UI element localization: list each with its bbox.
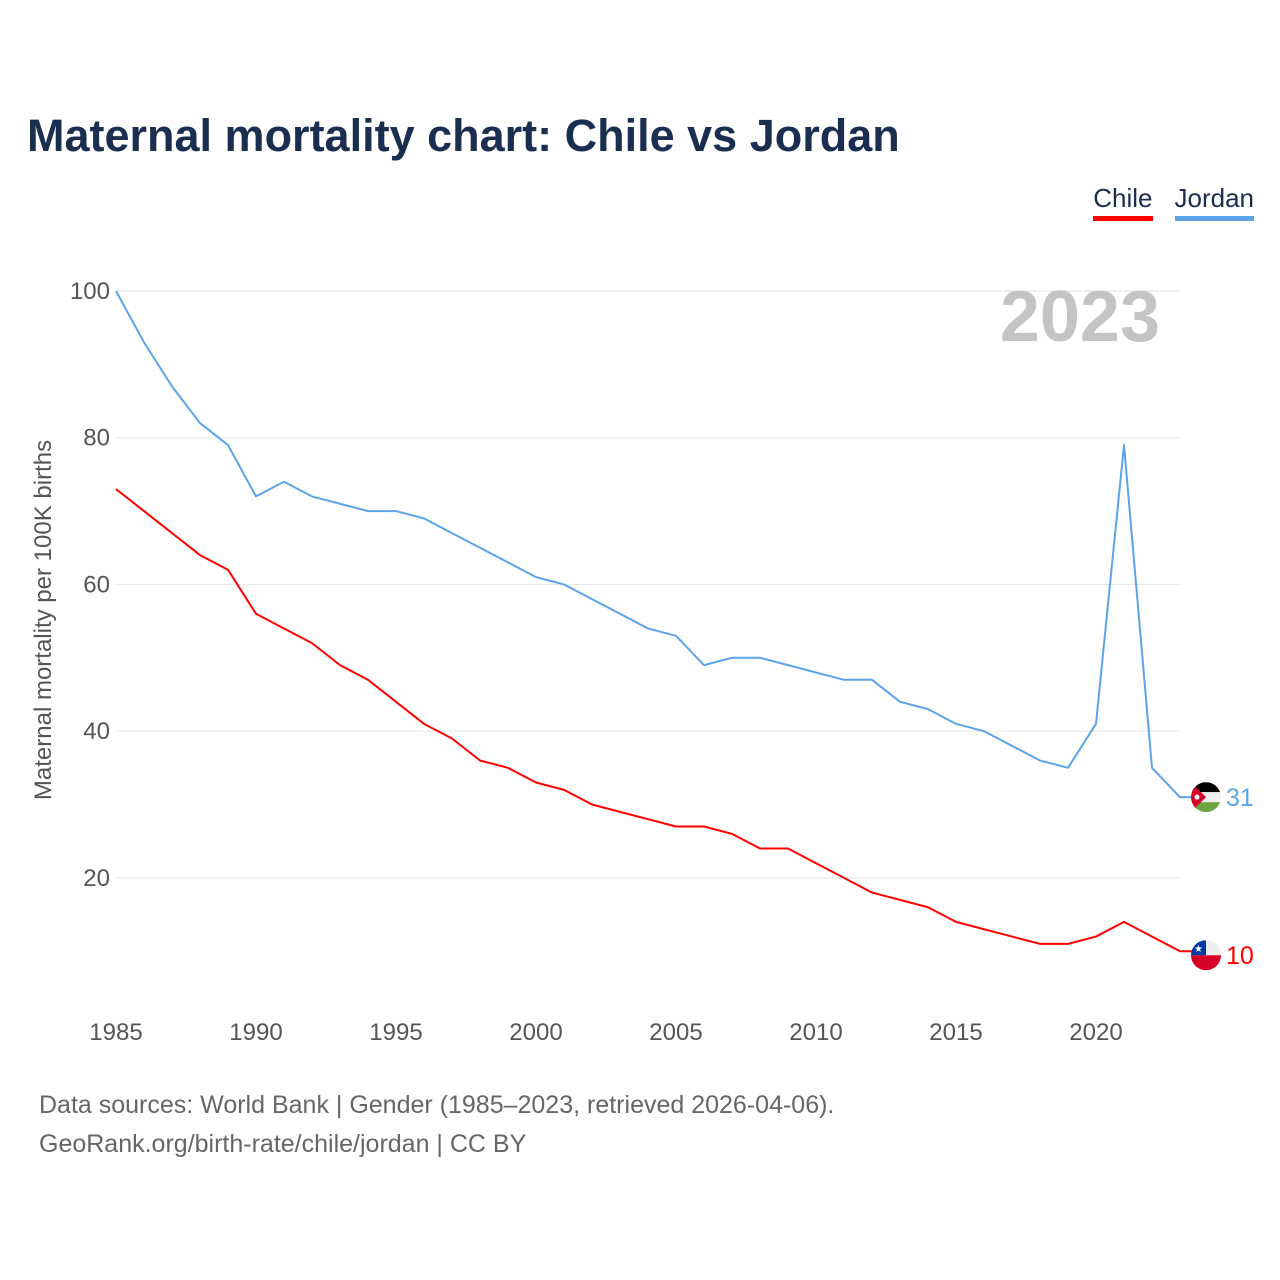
year-label: 2023 bbox=[1000, 277, 1160, 357]
chile-flag-icon: ★ bbox=[1191, 940, 1221, 971]
y-tick-label: 80 bbox=[83, 425, 110, 452]
x-tick-label: 2015 bbox=[929, 1019, 982, 1046]
x-tick-label: 1985 bbox=[89, 1019, 142, 1046]
series-line-jordan bbox=[115, 290, 1192, 799]
footer-source: Data sources: World Bank | Gender (1985–… bbox=[39, 1091, 835, 1119]
x-tick-label: 2010 bbox=[789, 1019, 842, 1046]
svg-text:★: ★ bbox=[1194, 944, 1203, 955]
x-tick-label: 1995 bbox=[369, 1019, 422, 1046]
y-tick-label: 40 bbox=[83, 718, 110, 745]
footer: Data sources: World Bank | Gender (1985–… bbox=[39, 1086, 834, 1164]
footer-link[interactable]: GeoRank.org/birth-rate/chile/jordan | CC… bbox=[39, 1130, 527, 1158]
y-tick-label: 20 bbox=[83, 865, 110, 892]
chart-title: Maternal mortality chart: Chile vs Jorda… bbox=[27, 110, 900, 161]
x-tick-label: 1990 bbox=[229, 1019, 282, 1046]
x-tick-label: 2000 bbox=[509, 1019, 562, 1046]
y-tick-label: 60 bbox=[83, 571, 110, 598]
legend-item-jordan[interactable]: Jordan bbox=[1174, 183, 1254, 221]
end-value-label-jordan: 31 bbox=[1226, 784, 1254, 812]
x-tick-label: 2005 bbox=[649, 1019, 702, 1046]
y-tick-label: 100 bbox=[70, 278, 110, 305]
series-line-chile bbox=[115, 488, 1192, 953]
x-tick-label: 2020 bbox=[1069, 1019, 1122, 1046]
end-value-label-chile: 10 bbox=[1226, 942, 1254, 970]
jordan-flag-icon bbox=[1191, 782, 1221, 813]
legend-item-chile[interactable]: Chile bbox=[1093, 183, 1153, 221]
y-axis-label: Maternal mortality per 100K births bbox=[30, 440, 57, 800]
legend: Chile Jordan bbox=[1093, 183, 1254, 221]
